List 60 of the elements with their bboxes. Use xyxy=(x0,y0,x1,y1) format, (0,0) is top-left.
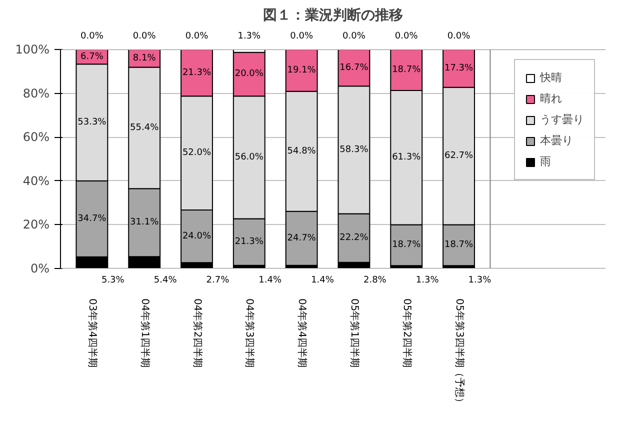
y-tick-label: 100% xyxy=(15,42,50,56)
data-label: 1.4% xyxy=(258,276,282,286)
data-label: 62.7% xyxy=(444,151,474,162)
data-label: 54.8% xyxy=(287,146,316,156)
y-tick-label: 0% xyxy=(30,262,50,276)
data-label: 20.0% xyxy=(234,69,264,80)
x-tick-label: 04年第4四半期 xyxy=(296,298,308,368)
data-label: 1.3% xyxy=(468,276,492,286)
data-label: 5.3% xyxy=(101,276,125,286)
data-label: 0.0% xyxy=(342,32,366,42)
x-tick-label: 04年第2四半期 xyxy=(191,298,204,368)
y-tick-label: 60% xyxy=(22,130,50,144)
data-label: 55.4% xyxy=(130,122,160,133)
x-tick-label: 05年第1四半期 xyxy=(348,298,360,368)
data-label: 1.3% xyxy=(416,276,440,286)
data-label: 6.7% xyxy=(80,52,104,62)
y-tick-label: 20% xyxy=(22,218,50,232)
x-tick-label: 05年第3四半期（予想） xyxy=(453,298,466,408)
data-label: 2.7% xyxy=(206,276,230,286)
data-label: 52.0% xyxy=(182,148,212,158)
data-label: 17.3% xyxy=(444,63,474,74)
data-label: 31.1% xyxy=(130,218,160,228)
legend-label: 快晴 xyxy=(540,70,562,85)
data-label: 1.3% xyxy=(238,32,262,42)
legend-label: うす曇り xyxy=(540,112,584,127)
legend-label: 本曇り xyxy=(540,133,573,148)
data-label: 21.3% xyxy=(234,237,264,248)
data-label: 18.7% xyxy=(444,240,474,250)
data-label: 61.3% xyxy=(392,152,422,163)
chart-title: 図１：業況判断の推移 xyxy=(263,8,403,24)
data-label: 56.0% xyxy=(234,152,264,162)
data-label: 18.7% xyxy=(392,64,422,75)
data-label: 0.0% xyxy=(290,32,314,42)
legend-label: 雨 xyxy=(540,154,552,169)
data-label: 22.2% xyxy=(340,233,369,244)
y-tick-label: 40% xyxy=(22,174,50,188)
data-label: 8.1% xyxy=(132,53,156,64)
data-label: 21.3% xyxy=(182,68,212,78)
data-label: 5.4% xyxy=(154,276,178,286)
data-label: 0.0% xyxy=(447,32,471,42)
data-label: 18.7% xyxy=(392,240,422,250)
legend-label: 晴れ xyxy=(540,91,562,106)
data-label: 1.4% xyxy=(311,276,334,286)
x-tick-label: 04年第3四半期 xyxy=(244,298,256,368)
x-tick-label: 05年第2四半期 xyxy=(400,298,413,368)
data-label: 34.7% xyxy=(78,214,107,224)
data-label: 0.0% xyxy=(132,32,156,42)
data-label: 0.0% xyxy=(80,32,104,42)
data-label: 16.7% xyxy=(340,62,369,73)
y-tick-label: 80% xyxy=(22,86,50,100)
data-label: 19.1% xyxy=(287,65,316,76)
data-label: 24.0% xyxy=(182,231,212,242)
x-tick-label: 03年第4四半期 xyxy=(86,298,98,368)
x-tick-label: 04年第1四半期 xyxy=(138,298,151,368)
data-label: 0.0% xyxy=(394,32,418,42)
data-label: 24.7% xyxy=(287,233,316,244)
data-label: 58.3% xyxy=(340,144,369,155)
data-label: 2.8% xyxy=(363,276,387,286)
data-label: 0.0% xyxy=(185,32,209,42)
data-label: 53.3% xyxy=(78,118,107,128)
